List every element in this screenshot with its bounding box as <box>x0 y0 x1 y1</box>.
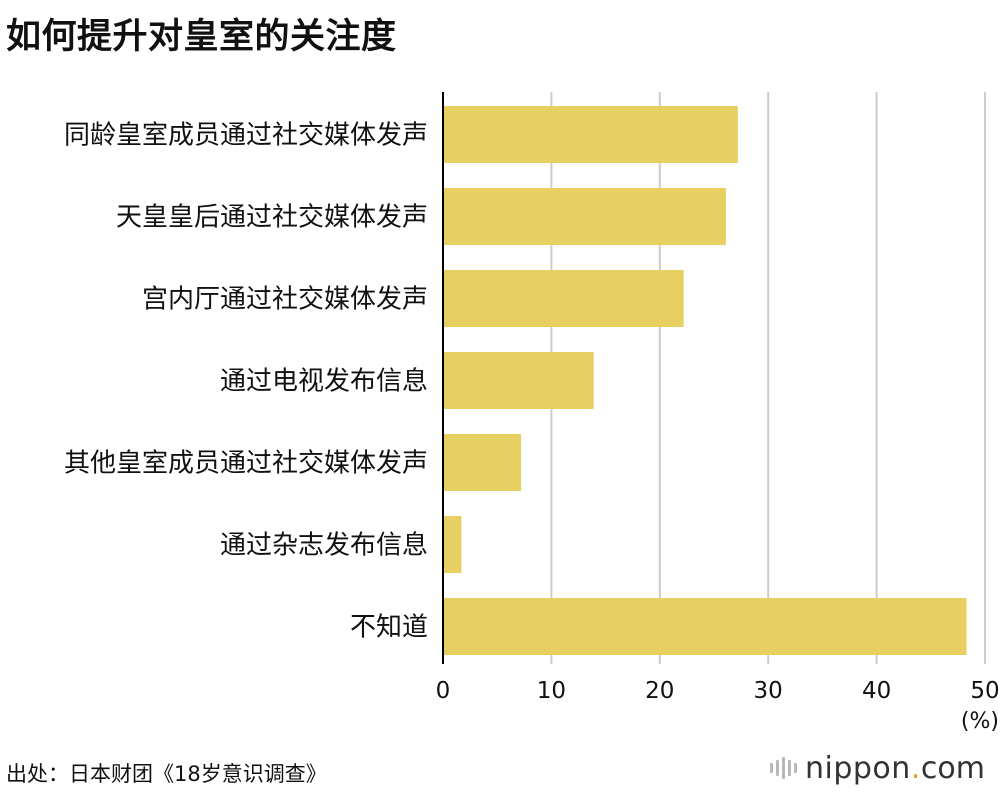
x-tick-label: 30 <box>754 678 783 704</box>
category-label: 通过电视发布信息 <box>220 367 428 397</box>
category-label: 其他皇室成员通过社交媒体发声 <box>64 449 428 479</box>
x-tick-label: 40 <box>862 678 891 704</box>
bar <box>443 270 684 327</box>
category-label: 同龄皇室成员通过社交媒体发声 <box>64 121 428 151</box>
bar <box>443 434 522 491</box>
source-note: 出处：日本财团《18岁意识调查》 <box>6 762 327 786</box>
logo-bars-icon <box>770 757 797 779</box>
bar <box>443 188 726 245</box>
bar <box>443 598 967 655</box>
x-axis-unit: (%) <box>961 709 999 734</box>
bar-chart: 0 10 20 30 40 50 (%) 同龄皇室成员通过社交媒体发声天皇皇后通过社交媒体发声… <box>64 92 1000 734</box>
x-tick-label: 10 <box>537 678 566 704</box>
nippon-logo: nippon. com <box>770 748 985 788</box>
logo-dot: . <box>910 750 921 786</box>
category-label: 宫内厅通过社交媒体发声 <box>142 285 428 315</box>
bar <box>443 516 462 573</box>
x-tick-label: 0 <box>436 678 451 704</box>
category-label: 天皇皇后通过社交媒体发声 <box>116 203 428 233</box>
chart-title: 如何提升对皇室的关注度 <box>6 17 397 57</box>
x-tick-label: 20 <box>645 678 674 704</box>
logo-name: nippon <box>805 750 911 786</box>
category-label: 不知道 <box>350 613 428 643</box>
category-label: 通过杂志发布信息 <box>220 531 428 561</box>
bar <box>443 106 738 163</box>
bar <box>443 352 594 409</box>
x-tick-label: 50 <box>970 678 999 704</box>
logo-tld: com <box>920 750 985 786</box>
